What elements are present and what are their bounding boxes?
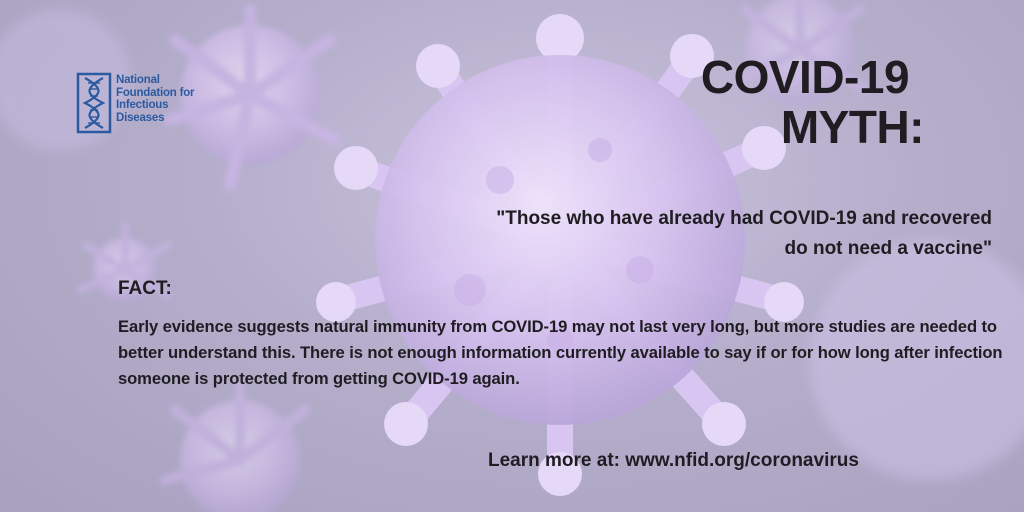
myth-quote: "Those who have already had COVID-19 and…	[496, 208, 992, 259]
logo-wordmark: National Foundation for Infectious Disea…	[116, 74, 216, 124]
headline: COVID-19 MYTH:	[700, 51, 925, 153]
logo-line-1: National	[116, 74, 160, 86]
dna-helix-logo-icon	[76, 72, 112, 134]
logo-line-3: Infectious	[116, 99, 169, 111]
fact-body: Early evidence suggests natural immunity…	[118, 317, 1003, 388]
headline-line-2: MYTH:	[780, 101, 925, 153]
nfid-logo: National Foundation for Infectious Disea…	[76, 72, 216, 134]
logo-line-2: Foundation for	[116, 86, 195, 99]
headline-line-1: COVID-19	[700, 51, 910, 103]
fact-label: FACT:	[118, 278, 172, 299]
learn-more-text: Learn more at: www.nfid.org/coronavirus	[488, 450, 859, 471]
logo-line-4: Diseases	[116, 111, 165, 124]
